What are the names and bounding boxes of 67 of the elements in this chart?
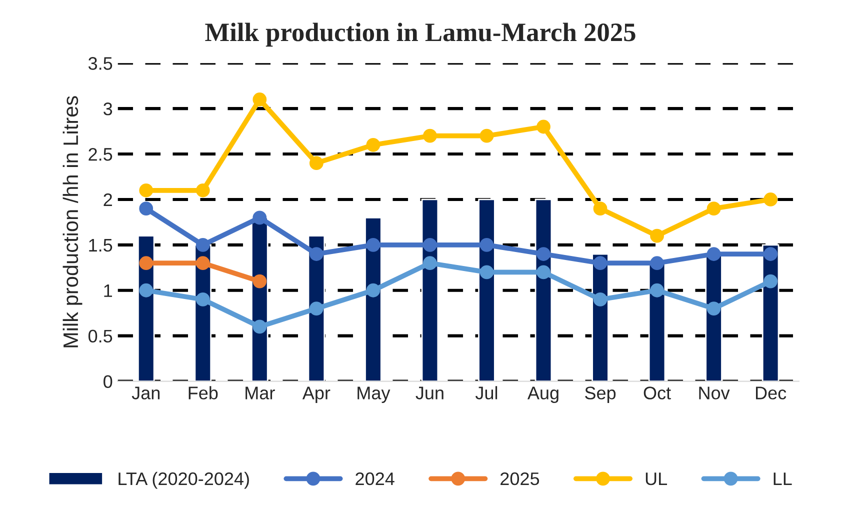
point [480,128,494,143]
point [196,183,210,198]
point [366,283,380,298]
y-tick-label: 3.5 [88,57,112,70]
legend-label: LTA (2020-2024) [118,472,249,489]
x-tick-label: Sep [585,386,616,403]
point [536,247,550,261]
point [423,256,437,270]
point [536,120,550,134]
x-tick-label: Dec [756,386,786,400]
x-tick-label: Jul [475,386,498,400]
x-tick-label: Oct [644,386,671,400]
point [650,228,664,243]
chart-title: Milk production in Lamu-March 2025 [205,22,636,47]
point [252,320,267,334]
y-tick-label: 1.5 [89,239,112,252]
point [423,128,437,143]
y-tick-label: 3 [104,102,112,116]
y-tick-label: 0 [104,375,112,388]
point [252,274,267,288]
point [650,283,664,298]
point [706,202,721,216]
point [706,247,721,261]
x-tick-label: Nov [699,386,730,400]
y-tick-label: 0.5 [88,330,112,343]
point [480,238,494,252]
point [252,92,267,106]
y-tick-label: 1 [104,284,112,297]
point [593,256,608,270]
point [309,302,324,316]
legend-label: UL [646,472,668,486]
x-tick-label: Jan [132,386,160,400]
point [139,256,154,270]
point [480,265,494,280]
point [309,247,324,261]
point [309,156,324,170]
y-tick-label: 2 [104,193,112,206]
point [593,292,608,306]
point [764,274,778,288]
point [196,292,210,306]
y-axis-title: Milk production /hh in Litres [62,96,82,348]
x-tick-label: May [358,386,390,403]
point [423,238,437,252]
point [366,138,380,152]
point [139,283,154,298]
x-tick-label: Aug [527,386,558,403]
point [764,247,778,261]
point [139,183,154,198]
point [196,256,210,270]
point [252,210,267,225]
legend-label: 2024 [356,472,394,486]
point [764,192,778,206]
x-tick-label: Feb [188,386,218,400]
point [593,202,608,216]
legend-label: LL [774,472,792,486]
bar [534,198,552,382]
legend-label: 2025 [500,472,540,486]
point [536,265,550,280]
x-tick-label: Mar [246,386,275,400]
point [139,202,154,216]
x-tick-label: Jun [416,386,444,400]
point [706,302,721,316]
point [366,238,380,252]
point [196,238,210,252]
point [650,256,664,270]
y-tick-label: 2.5 [88,148,112,161]
x-tick-label: Apr [302,386,330,403]
